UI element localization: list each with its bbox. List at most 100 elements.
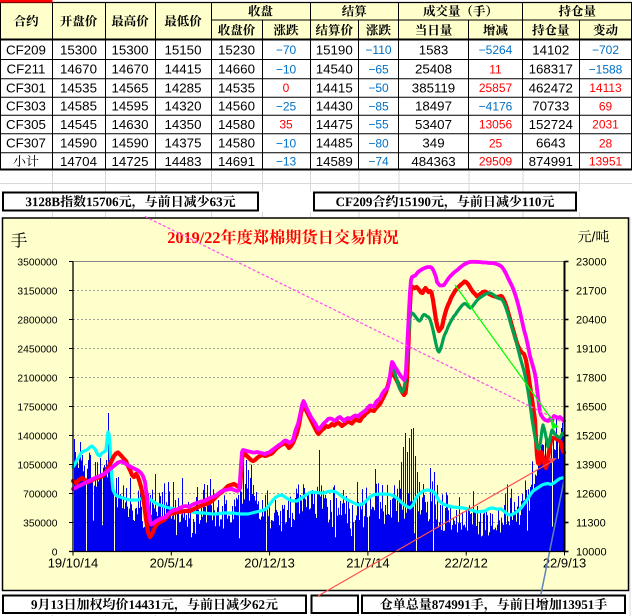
svg-text:−25: −25 (276, 99, 297, 113)
svg-text:16500: 16500 (576, 401, 607, 413)
svg-text:−4176: −4176 (479, 99, 513, 113)
svg-text:1050000: 1050000 (17, 460, 57, 471)
svg-text:0: 0 (52, 547, 58, 558)
svg-text:13056: 13056 (479, 118, 513, 132)
svg-text:CF209: CF209 (6, 42, 46, 57)
svg-text:14589: 14589 (316, 154, 353, 169)
svg-text:12600: 12600 (576, 488, 607, 500)
svg-text:14670: 14670 (60, 62, 97, 77)
svg-text:2100000: 2100000 (17, 373, 57, 384)
svg-text:2800000: 2800000 (17, 315, 57, 326)
svg-text:CF301: CF301 (6, 80, 46, 95)
svg-text:15190: 15190 (316, 42, 353, 57)
svg-text:23000: 23000 (576, 256, 607, 268)
svg-text:14595: 14595 (112, 99, 149, 114)
svg-text:11300: 11300 (576, 517, 606, 529)
svg-text:462472: 462472 (529, 80, 573, 95)
svg-text:14630: 14630 (112, 117, 149, 132)
svg-text:14545: 14545 (60, 117, 97, 132)
svg-text:25857: 25857 (479, 81, 513, 95)
svg-text:22/9/13: 22/9/13 (543, 556, 586, 571)
svg-text:1583: 1583 (419, 42, 449, 57)
svg-text:14430: 14430 (316, 99, 353, 114)
svg-text:14590: 14590 (112, 136, 149, 151)
svg-text:14540: 14540 (316, 62, 353, 77)
svg-text:−55: −55 (368, 118, 389, 132)
svg-text:10000: 10000 (576, 546, 607, 558)
svg-text:350000: 350000 (23, 518, 58, 529)
svg-text:14590: 14590 (60, 136, 97, 151)
svg-text:CF303: CF303 (6, 99, 46, 114)
svg-text:14415: 14415 (316, 80, 353, 95)
svg-text:−110: −110 (365, 43, 391, 57)
svg-text:14483: 14483 (165, 154, 202, 169)
svg-text:14415: 14415 (165, 62, 202, 77)
svg-text:14560: 14560 (218, 99, 255, 114)
svg-text:14580: 14580 (218, 117, 255, 132)
svg-text:−10: −10 (276, 62, 297, 76)
svg-text:15300: 15300 (112, 42, 149, 57)
svg-text:−70: −70 (276, 43, 297, 57)
svg-text:CF307: CF307 (6, 136, 46, 151)
svg-text:28: 28 (599, 136, 613, 150)
svg-text:−1588: −1588 (589, 62, 623, 76)
svg-text:69: 69 (599, 99, 613, 113)
svg-text:20/5/14: 20/5/14 (150, 556, 193, 571)
svg-text:14375: 14375 (165, 136, 202, 151)
svg-text:13951: 13951 (589, 155, 623, 169)
svg-text:14704: 14704 (60, 154, 97, 169)
svg-text:3500000: 3500000 (17, 257, 57, 268)
svg-text:35: 35 (279, 118, 293, 132)
svg-text:3150000: 3150000 (17, 286, 57, 297)
svg-text:14585: 14585 (60, 99, 97, 114)
svg-text:20/12/13: 20/12/13 (244, 556, 295, 571)
svg-text:152724: 152724 (529, 117, 573, 132)
svg-text:14485: 14485 (316, 136, 353, 151)
svg-text:53407: 53407 (415, 117, 452, 132)
svg-text:−85: −85 (368, 99, 389, 113)
svg-text:14580: 14580 (218, 136, 255, 151)
svg-text:874991: 874991 (529, 154, 573, 169)
svg-text:20400: 20400 (576, 314, 607, 326)
svg-text:14102: 14102 (532, 42, 569, 57)
svg-text:−10: −10 (276, 136, 297, 150)
svg-text:−65: −65 (368, 62, 389, 76)
svg-text:14565: 14565 (112, 80, 149, 95)
svg-text:25: 25 (489, 136, 503, 150)
svg-text:13900: 13900 (576, 459, 607, 471)
svg-text:15230: 15230 (218, 42, 255, 57)
svg-text:−702: −702 (592, 43, 619, 57)
svg-text:14113: 14113 (589, 81, 622, 95)
svg-text:1400000: 1400000 (17, 431, 57, 442)
svg-text:484363: 484363 (411, 154, 455, 169)
svg-text:2031: 2031 (592, 118, 619, 132)
svg-text:15200: 15200 (576, 430, 607, 442)
svg-text:14725: 14725 (112, 154, 149, 169)
svg-text:19/10/14: 19/10/14 (48, 556, 99, 571)
svg-text:CF211: CF211 (7, 62, 46, 77)
svg-text:0: 0 (283, 81, 290, 95)
svg-text:2450000: 2450000 (17, 344, 57, 355)
svg-text:15150: 15150 (165, 42, 202, 57)
svg-text:14660: 14660 (218, 62, 255, 77)
svg-text:700000: 700000 (23, 489, 58, 500)
svg-text:349: 349 (422, 136, 444, 151)
svg-text:29509: 29509 (479, 155, 513, 169)
svg-text:14350: 14350 (165, 117, 202, 132)
svg-text:11: 11 (489, 62, 502, 76)
svg-text:15300: 15300 (60, 42, 97, 57)
svg-text:19100: 19100 (576, 343, 607, 355)
svg-text:1750000: 1750000 (17, 402, 57, 413)
svg-text:−50: −50 (368, 81, 389, 95)
svg-text:14475: 14475 (316, 117, 353, 132)
svg-text:18497: 18497 (415, 99, 452, 114)
svg-text:385119: 385119 (412, 80, 455, 95)
svg-text:25408: 25408 (415, 62, 452, 77)
svg-text:14535: 14535 (218, 80, 255, 95)
svg-text:−13: −13 (276, 155, 297, 169)
svg-text:−74: −74 (368, 155, 389, 169)
svg-text:CF305: CF305 (6, 117, 46, 132)
svg-text:−5264: −5264 (479, 43, 513, 57)
svg-text:21/7/14: 21/7/14 (346, 556, 389, 571)
svg-text:14320: 14320 (165, 99, 202, 114)
